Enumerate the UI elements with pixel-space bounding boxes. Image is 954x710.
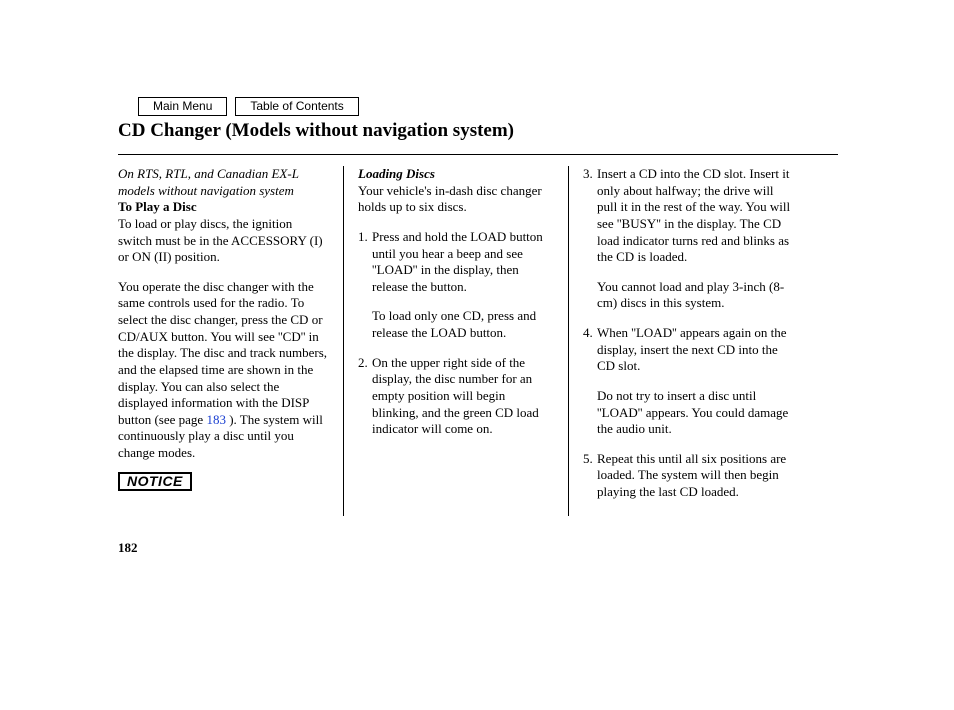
step-1-text: Press and hold the LOAD button until you… — [372, 229, 554, 296]
step-3: 3. Insert a CD into the CD slot. Insert … — [583, 166, 793, 266]
step-3-text: Insert a CD into the CD slot. Insert it … — [597, 166, 793, 266]
step-2-text: On the upper right side of the display, … — [372, 355, 554, 438]
content-columns: On RTS, RTL, and Canadian EX-L models wi… — [118, 166, 838, 516]
column-2: Loading Discs Your vehicle's in-dash dis… — [343, 166, 568, 516]
step-2-number: 2. — [358, 355, 372, 438]
notice-box: NOTICE — [118, 472, 192, 491]
page-number: 182 — [118, 540, 138, 556]
column-1: On RTS, RTL, and Canadian EX-L models wi… — [118, 166, 343, 516]
step-5-number: 5. — [583, 451, 597, 501]
step-4: 4. When ''LOAD'' appears again on the di… — [583, 325, 793, 375]
model-note: On RTS, RTL, and Canadian EX-L models wi… — [118, 166, 329, 199]
loading-discs-heading: Loading Discs — [358, 166, 435, 181]
to-play-a-disc-heading: To Play a Disc — [118, 199, 329, 216]
loading-discs-block: Loading Discs Your vehicle's in-dash dis… — [358, 166, 554, 216]
step-3-number: 3. — [583, 166, 597, 266]
step-1-sub: To load only one CD, press and release t… — [372, 308, 554, 341]
step-5-text: Repeat this until all six positions are … — [597, 451, 793, 501]
main-menu-button[interactable]: Main Menu — [138, 97, 227, 116]
nav-button-row: Main Menu Table of Contents — [138, 97, 359, 116]
step-1-number: 1. — [358, 229, 372, 296]
table-of-contents-button[interactable]: Table of Contents — [235, 97, 358, 116]
col1-p2-part-a: You operate the disc changer with the sa… — [118, 279, 327, 427]
page-link-183[interactable]: 183 — [206, 412, 226, 427]
step-4-number: 4. — [583, 325, 597, 375]
step-5: 5. Repeat this until all six positions a… — [583, 451, 793, 501]
step-3-sub: You cannot load and play 3-inch (8-cm) d… — [597, 279, 793, 312]
page-root: Main Menu Table of Contents CD Changer (… — [0, 0, 954, 710]
step-1: 1. Press and hold the LOAD button until … — [358, 229, 554, 296]
step-4-text: When ''LOAD'' appears again on the displ… — [597, 325, 793, 375]
title-underline — [118, 154, 838, 155]
column-3: 3. Insert a CD into the CD slot. Insert … — [568, 166, 793, 516]
page-title: CD Changer (Models without navigation sy… — [118, 120, 514, 142]
step-4-sub: Do not try to insert a disc until ''LOAD… — [597, 388, 793, 438]
col1-paragraph-2: You operate the disc changer with the sa… — [118, 279, 329, 462]
col1-paragraph-1: To load or play discs, the ignition swit… — [118, 216, 329, 266]
loading-discs-intro: Your vehicle's in-dash disc changer hold… — [358, 183, 542, 215]
step-2: 2. On the upper right side of the displa… — [358, 355, 554, 438]
